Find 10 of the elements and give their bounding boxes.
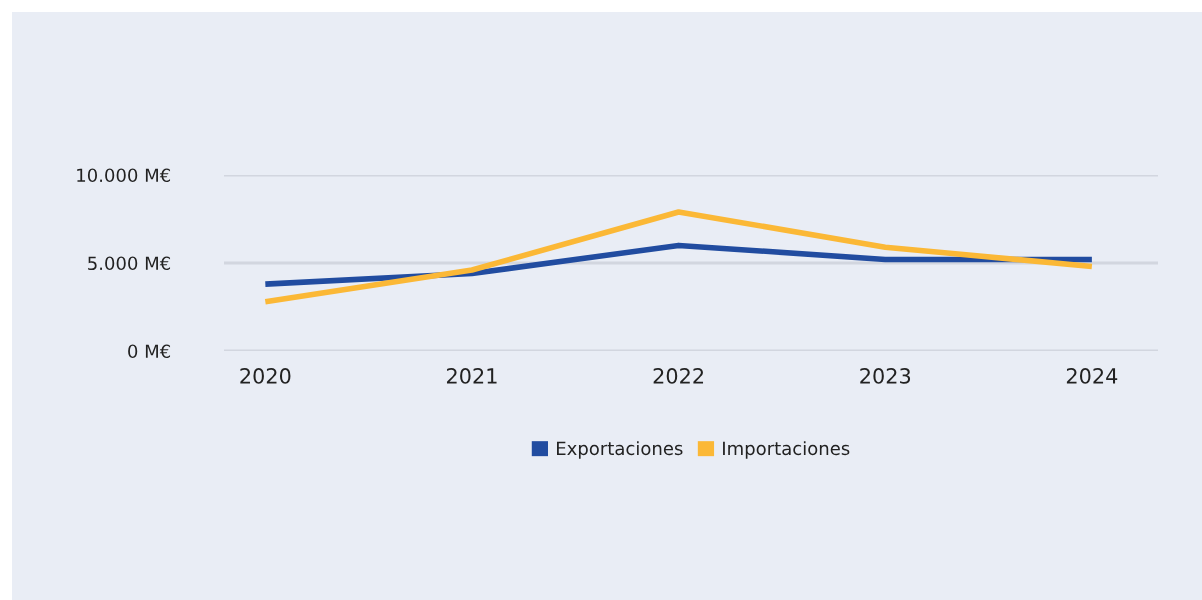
y-tick-label: 0 M€	[128, 344, 171, 359]
legend-label: Importaciones	[723, 441, 850, 459]
x-tick-label: 2020	[240, 368, 291, 384]
legend-label: Exportaciones	[557, 441, 683, 459]
x-tick-label: 2024	[1066, 368, 1118, 384]
x-tick-label: 2023	[860, 368, 911, 384]
x-tick-label: 2022	[653, 368, 704, 384]
x-tick-label: 2021	[446, 368, 497, 384]
y-tick-label: 10.000 M€	[77, 168, 171, 183]
y-tick-label: 5.000 M€	[88, 256, 171, 271]
